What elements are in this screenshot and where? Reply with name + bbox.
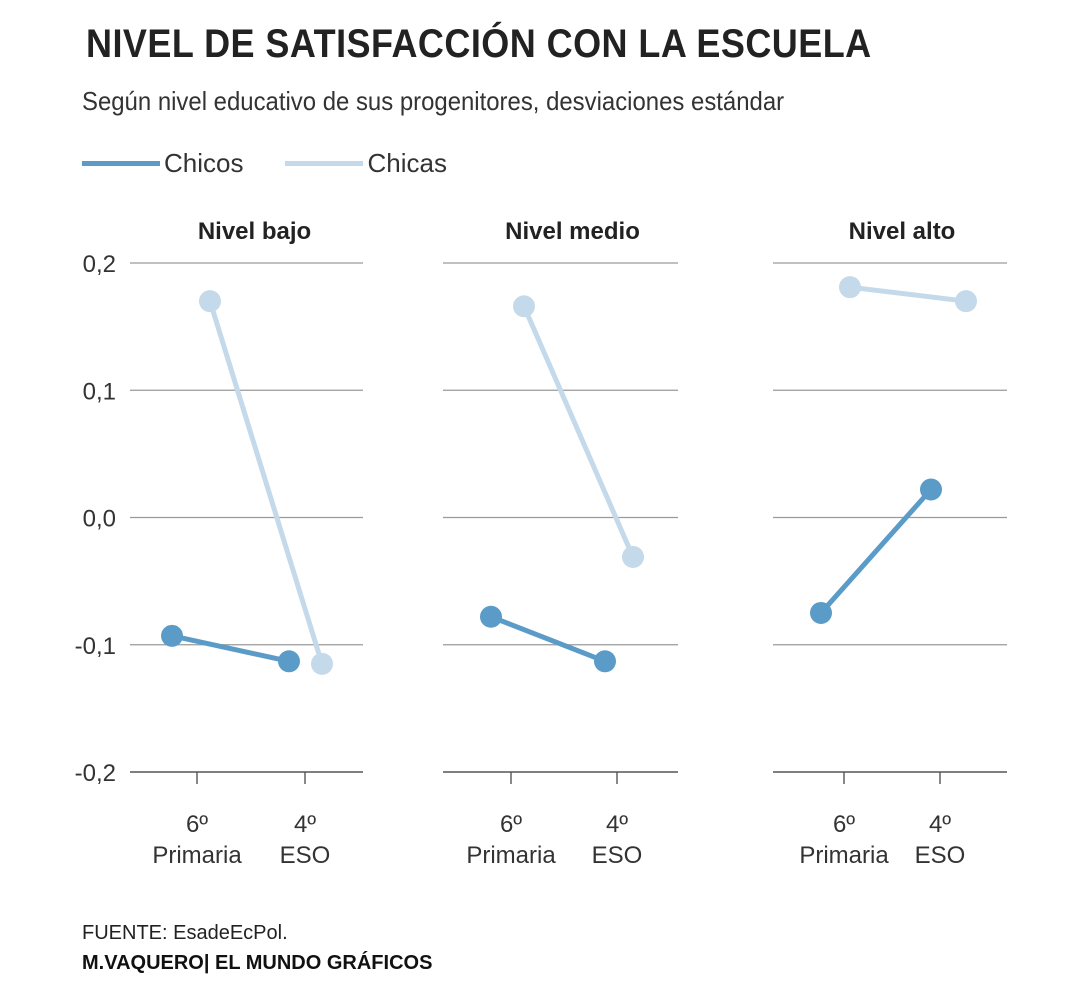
x-tick-label: 6º	[500, 811, 522, 838]
y-tick-label: 0,2	[83, 251, 116, 278]
series-line-chicos	[169, 633, 292, 664]
data-point-chicas	[513, 295, 535, 318]
x-tick-label: Primaria	[799, 842, 889, 869]
data-point-chicos	[810, 601, 832, 624]
x-tick-label: 4º	[294, 811, 316, 838]
data-point-chicos	[594, 650, 616, 673]
data-point-chicos	[920, 478, 942, 501]
series-line-chicas	[847, 284, 969, 304]
legend-item-chicos: Chicos	[82, 148, 243, 179]
series-line-chicas	[207, 298, 325, 667]
y-tick-label: -0,2	[75, 760, 116, 787]
x-tick-label: 4º	[929, 811, 951, 838]
y-tick-label: 0,1	[83, 378, 116, 405]
chart-title: NIVEL DE SATISFACCIÓN CON LA ESCUELA	[86, 22, 872, 66]
legend-swatch-chicos	[82, 161, 160, 166]
source-note: FUENTE: EsadeEcPol.	[82, 922, 288, 944]
data-point-chicas	[199, 290, 221, 313]
legend-label-chicas: Chicas	[367, 148, 447, 178]
panel-title: Nivel bajo	[198, 218, 311, 245]
legend-swatch-chicas	[285, 161, 364, 166]
legend: Chicos Chicas	[82, 148, 489, 179]
x-tick-label: 6º	[833, 811, 855, 838]
series-line-chicas	[521, 303, 636, 560]
panel-title: Nivel alto	[849, 218, 956, 245]
series-line-chicos	[818, 487, 934, 616]
x-tick-label: ESO	[915, 842, 966, 869]
x-tick-label: 6º	[186, 811, 208, 838]
panel-title: Nivel medio	[505, 218, 640, 245]
credit-note: M.VAQUERO| EL MUNDO GRÁFICOS	[82, 952, 433, 974]
x-tick-label: ESO	[280, 842, 331, 869]
x-tick-label: Primaria	[152, 842, 242, 869]
y-tick-label: 0,0	[83, 506, 116, 533]
data-point-chicas	[839, 276, 861, 299]
data-point-chicos	[161, 624, 183, 647]
y-tick-label: -0,1	[75, 633, 116, 660]
chart-subtitle: Según nivel educativo de sus progenitore…	[82, 86, 785, 116]
x-tick-label: Primaria	[466, 842, 556, 869]
x-tick-label: ESO	[592, 842, 643, 869]
data-point-chicas	[955, 290, 977, 313]
x-tick-label: 4º	[606, 811, 628, 838]
data-point-chicos	[480, 605, 502, 628]
legend-label-chicos: Chicos	[164, 148, 244, 178]
series-line-chicos	[488, 614, 608, 664]
data-point-chicas	[311, 652, 333, 675]
data-point-chicas	[622, 545, 644, 568]
data-point-chicos	[278, 650, 300, 673]
legend-item-chicas: Chicas	[285, 148, 447, 179]
